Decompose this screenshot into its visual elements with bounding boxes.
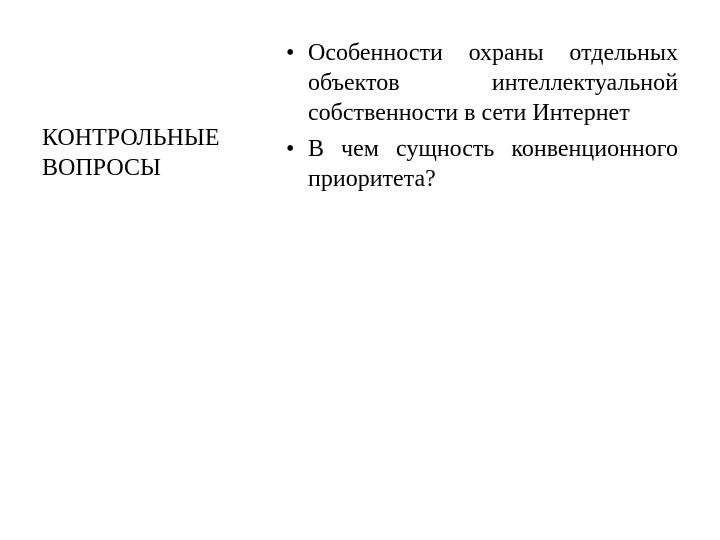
list-item: Особенности охраны отдельных объектов ин… — [282, 38, 678, 128]
heading-column: КОНТРОЛЬНЫЕ ВОПРОСЫ — [42, 38, 262, 540]
content-column: Особенности охраны отдельных объектов ин… — [262, 38, 678, 540]
list-item: В чем сущность конвенционного приоритета… — [282, 134, 678, 194]
section-heading: КОНТРОЛЬНЫЕ ВОПРОСЫ — [42, 123, 262, 183]
question-list: Особенности охраны отдельных объектов ин… — [282, 38, 678, 194]
slide-container: КОНТРОЛЬНЫЕ ВОПРОСЫ Особенности охраны о… — [0, 0, 720, 540]
